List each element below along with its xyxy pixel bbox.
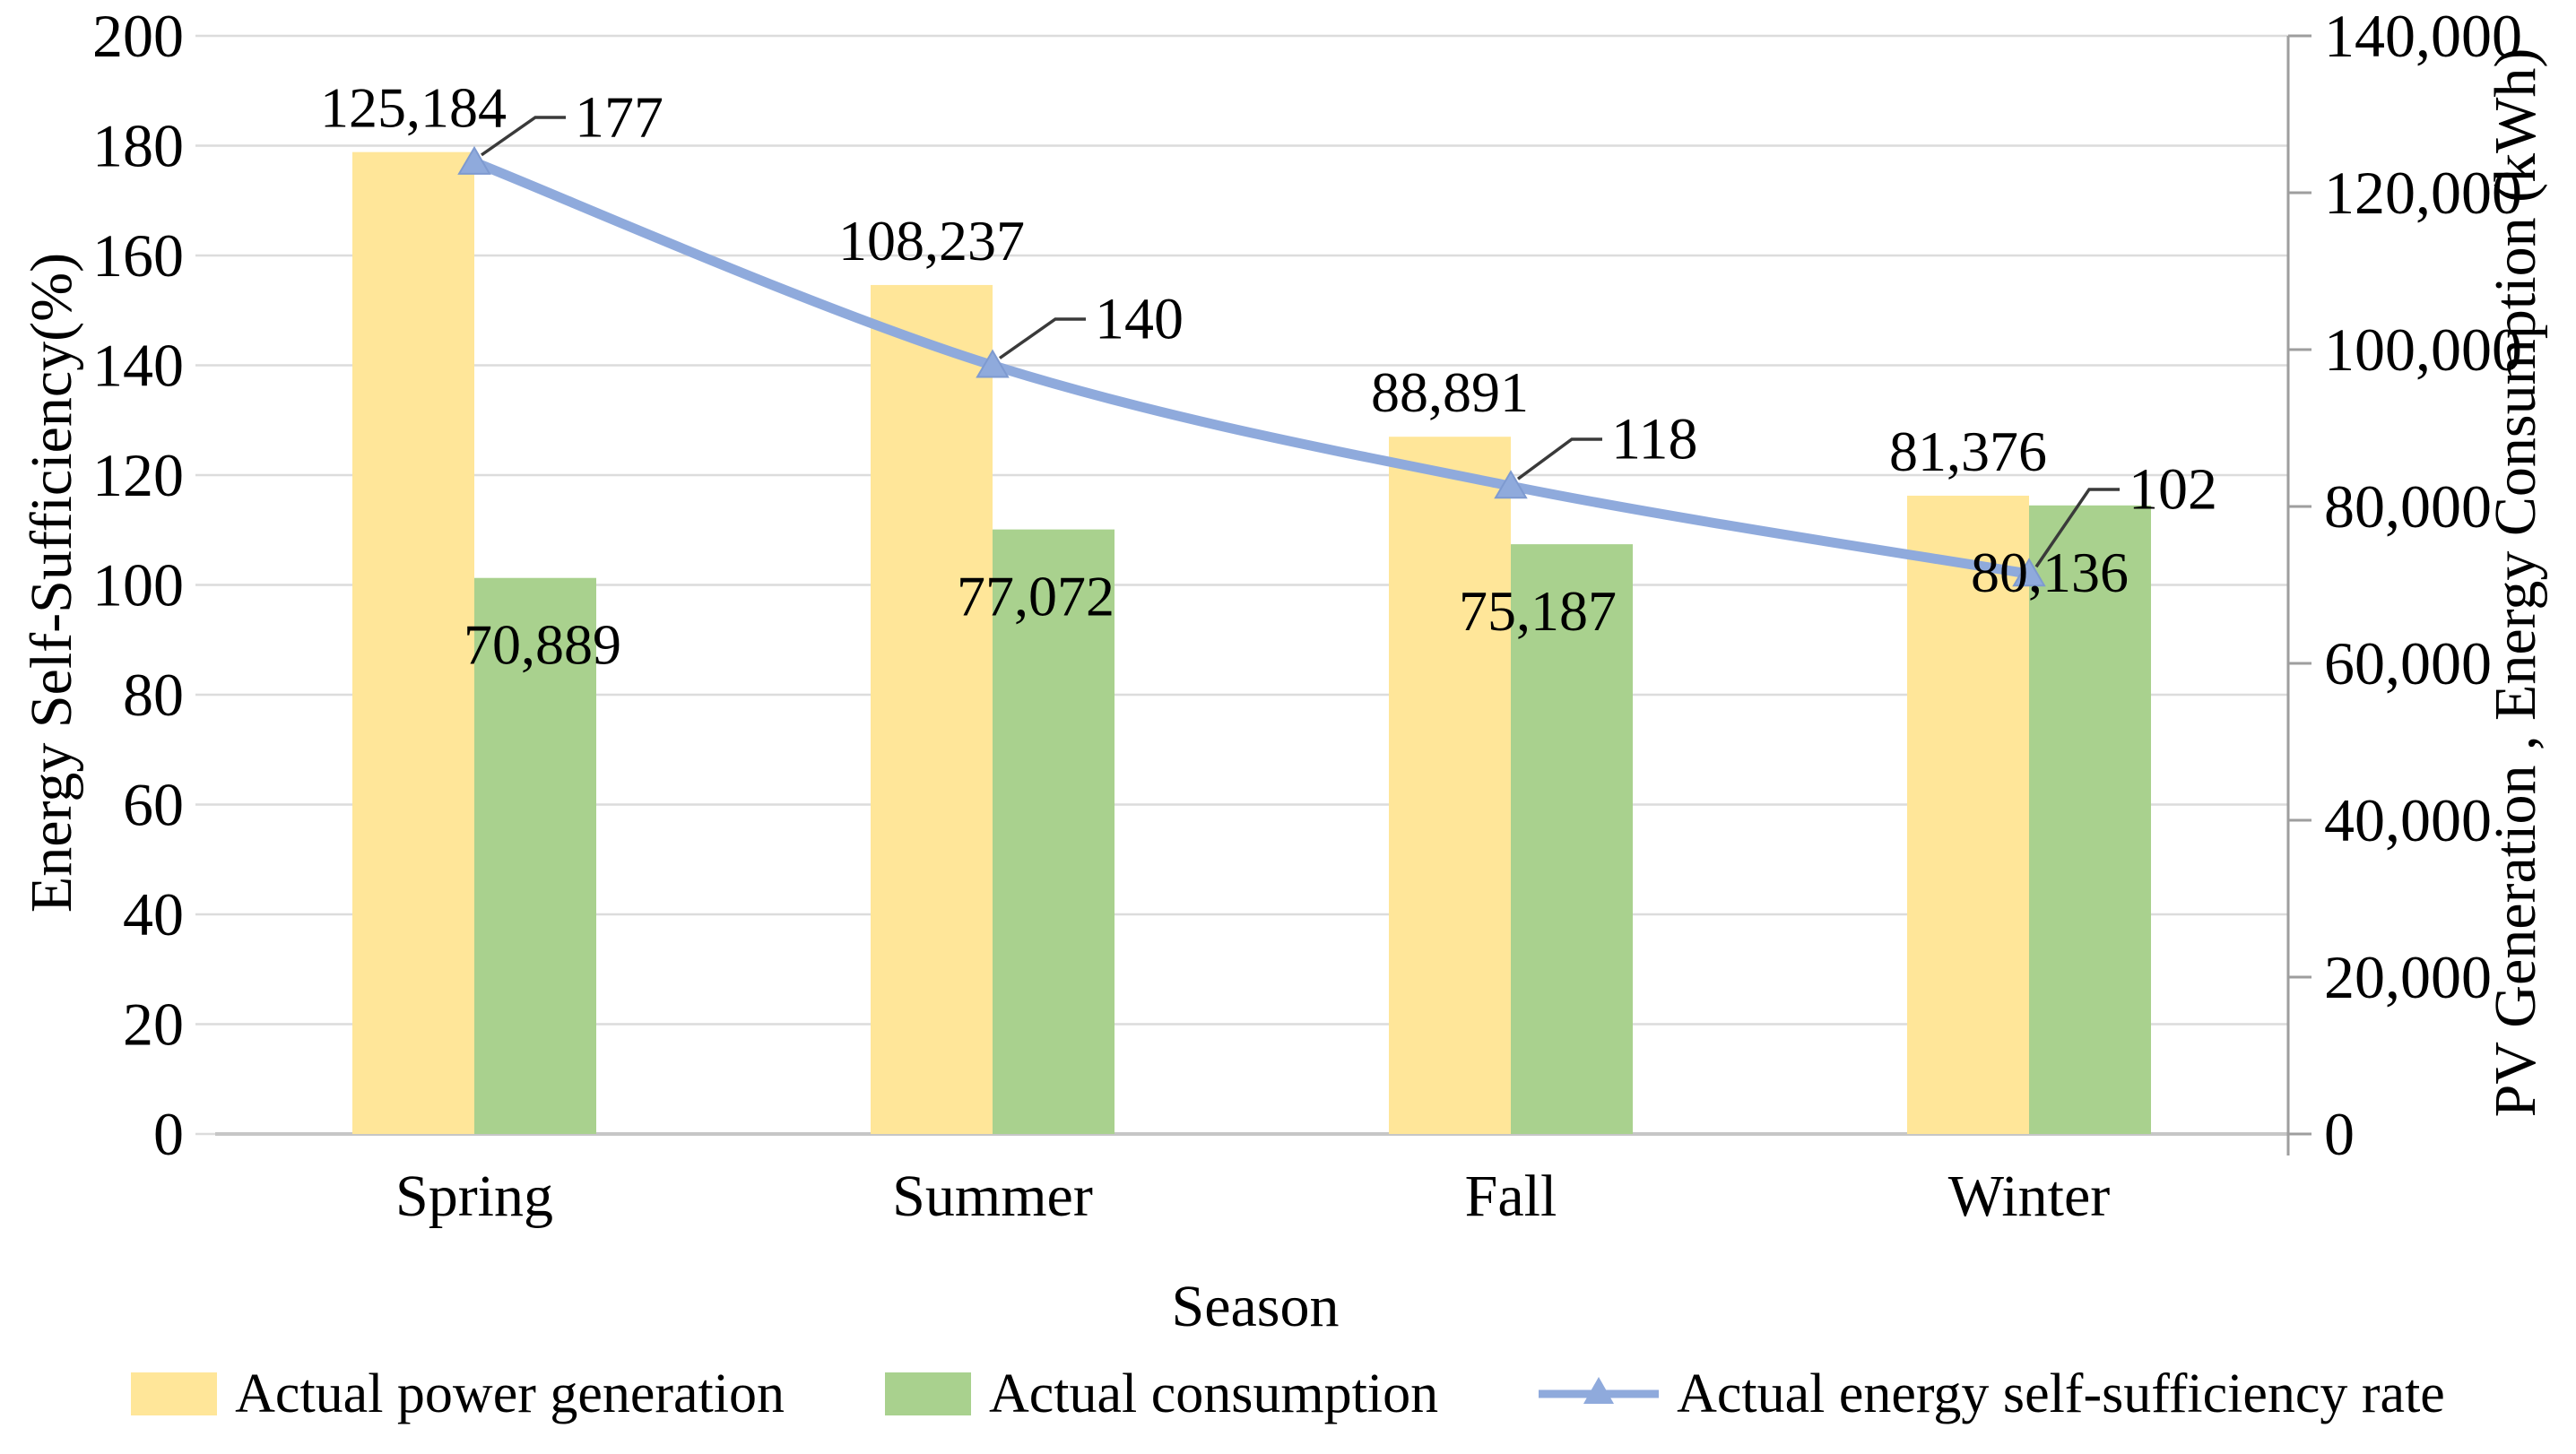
legend-line-marker [1539,1377,1660,1404]
line-marker-summer [976,349,1010,378]
actual-consumption-bar-summer [993,529,1115,1134]
legend-item-actual-power-generation: Actual power generation [131,1363,785,1426]
consumption-data-label: 70,889 [464,613,621,677]
actual-power-generation-bar-fall [1389,437,1511,1134]
legend: Actual power generation Actual consumptio… [0,1349,2576,1439]
legend-swatch [131,1372,218,1415]
legend-swatch [885,1372,972,1415]
actual-power-generation-bar-spring [352,151,474,1134]
rate-data-label: 140 [1095,287,1184,352]
rate-data-label: 177 [575,85,664,151]
generation-data-label: 81,376 [1889,420,2047,483]
left-axis-title: Energy Self-Sufficiency(%) [19,252,84,913]
left-axis-tick-label: 0 [153,1100,184,1168]
right-axis-tick-label: 120,000 [2324,159,2522,227]
actual-power-generation-bar-summer [871,284,993,1134]
category-label-winter: Winter [1948,1164,2111,1229]
left-axis-tick-label: 80 [123,661,184,729]
leader-line [1516,437,1602,480]
left-axis-tick-label: 200 [92,2,184,70]
right-axis-title: PV Generation , Energy Consumption (kWh) [2483,48,2548,1118]
rate-data-label: 102 [2129,457,2217,523]
right-axis-tick-label: 40,000 [2324,786,2492,854]
line-marker-fall [1494,470,1528,499]
consumption-data-label: 80,136 [1971,541,2129,604]
category-label-spring: Spring [395,1164,553,1229]
category-label-summer: Summer [892,1164,1093,1229]
left-axis-tick-label: 100 [92,551,184,619]
left-axis-tick-label: 140 [92,332,184,400]
legend-label: Actual consumption [989,1363,1439,1424]
right-axis-tick-label: 60,000 [2324,629,2492,697]
consumption-data-label: 75,187 [1459,579,1617,643]
rate-data-label: 118 [1611,407,1698,472]
right-axis-tick-label: 20,000 [2324,943,2492,1011]
actual-power-generation-bar-winter [1907,495,2029,1134]
generation-data-label: 88,891 [1371,360,1529,424]
legend-label: Actual power generation [235,1363,785,1424]
left-axis-tick-label: 40 [123,880,184,948]
generation-data-label: 108,237 [838,209,1025,273]
right-axis-tick-label: 0 [2324,1100,2355,1168]
left-axis-tick-label: 180 [92,112,184,180]
leader-line [998,317,1086,359]
legend-item-actual-energy-self-sufficiency-rate: Actual energy self-sufficiency rate [1539,1363,2445,1426]
line-marker-spring [457,145,491,175]
legend-label: Actual energy self-sufficiency rate [1677,1363,2445,1424]
legend-item-actual-consumption: Actual consumption [885,1363,1438,1426]
line-marker-winter [2012,558,2046,587]
left-axis-tick-label: 20 [123,991,184,1059]
leader-line [480,116,566,157]
consumption-data-label: 77,072 [957,565,1115,628]
left-axis-tick-label: 60 [123,771,184,839]
right-axis-tick-label: 140,000 [2324,2,2522,70]
leader-line [2034,488,2120,568]
actual-consumption-bar-fall [1511,544,1633,1134]
actual-energy-self-sufficiency-rate-line [469,157,2034,579]
x-axis-title: Season [1171,1274,1340,1339]
right-axis-tick-label: 80,000 [2324,472,2492,541]
right-axis-tick-label: 100,000 [2324,316,2522,384]
left-axis-tick-label: 120 [92,441,184,509]
actual-consumption-bar-winter [2029,505,2151,1134]
generation-data-label: 125,184 [320,76,507,140]
left-axis-tick-label: 160 [92,221,184,290]
actual-consumption-bar-spring [474,577,596,1134]
category-label-fall: Fall [1465,1164,1557,1229]
